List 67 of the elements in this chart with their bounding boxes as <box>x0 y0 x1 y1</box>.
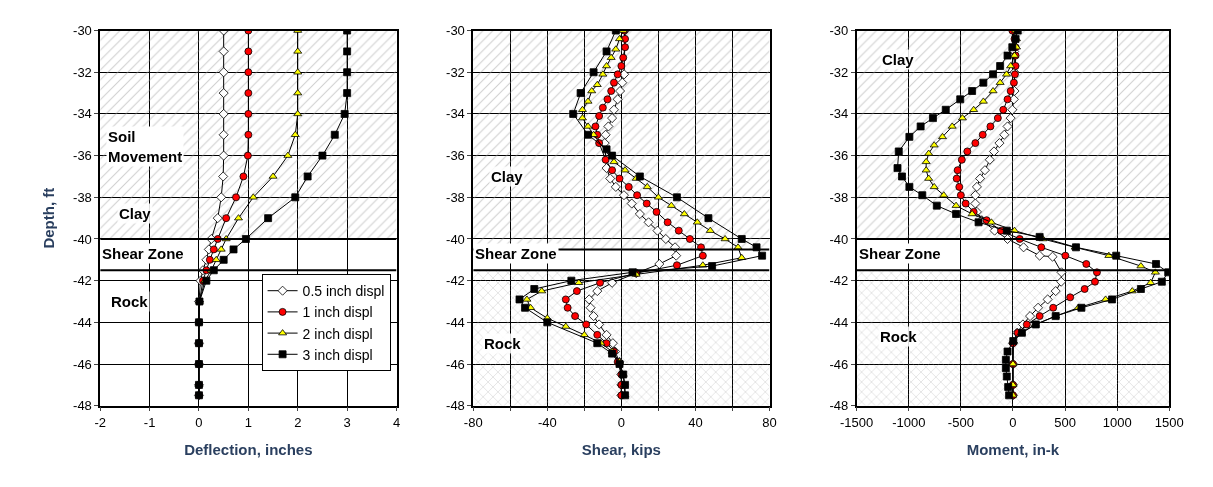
y-tick-label: -38 <box>829 189 849 205</box>
y-tick-label: -36 <box>446 148 465 164</box>
annotation: Soil Movement <box>108 128 183 165</box>
y-tick-label: -30 <box>829 23 849 39</box>
y-tick-label: -42 <box>829 273 849 289</box>
x-tick-label: -2 <box>94 415 106 431</box>
y-tick-label: -30 <box>73 23 92 39</box>
y-tick-label: -40 <box>446 231 465 247</box>
y-tick-label: -36 <box>73 148 92 164</box>
y-tick-label: -46 <box>73 356 92 372</box>
x-tick-label: 4 <box>392 415 401 431</box>
y-tick-label: -44 <box>73 314 92 330</box>
y-tick-label: -40 <box>829 231 849 247</box>
x-tick-label: -80 <box>463 415 483 431</box>
x-tick-label: -500 <box>947 415 974 431</box>
y-tick-label: -34 <box>73 106 92 122</box>
x-tick-label: 80 <box>762 415 777 431</box>
y-tick-label: -44 <box>446 314 465 330</box>
x-tick-label: 0 <box>617 415 625 431</box>
y-tick-label: -48 <box>73 398 92 414</box>
annotation: Rock <box>484 335 522 352</box>
y-tick-label: -32 <box>446 64 465 80</box>
annotation: Clay <box>491 168 524 185</box>
annotation: Shear Zone <box>475 245 557 262</box>
y-tick-label: -36 <box>829 148 849 164</box>
x-tick-label: 0 <box>1009 415 1017 431</box>
y-tick-label: -42 <box>73 273 92 289</box>
annotation: Shear Zone <box>102 245 184 262</box>
annotation: Rock <box>111 293 149 310</box>
x-axis-title: Moment, in-k <box>966 440 1060 458</box>
x-tick-label: 1000 <box>1102 415 1132 431</box>
y-tick-label: -32 <box>829 64 849 80</box>
y-axis-title: Depth, ft <box>39 187 57 249</box>
annotation: Clay <box>882 51 915 68</box>
legend-label: 0.5 inch displ <box>302 283 385 300</box>
x-tick-label: -40 <box>537 415 557 431</box>
x-tick-label: 40 <box>688 415 703 431</box>
y-tick-label: -44 <box>829 314 849 330</box>
x-tick-label: 1500 <box>1154 415 1184 431</box>
annotation: Clay <box>119 205 152 222</box>
x-axis-title: Deflection, inches <box>184 440 313 458</box>
y-tick-label: -48 <box>446 398 465 414</box>
x-tick-label: 1 <box>244 415 252 431</box>
legend-label: 1 inch displ <box>302 304 373 321</box>
annotation: Shear Zone <box>859 245 941 262</box>
x-tick-label: 3 <box>343 415 351 431</box>
x-tick-label: 0 <box>195 415 203 431</box>
y-tick-label: -34 <box>829 106 849 122</box>
legend-label: 3 inch displ <box>302 346 373 363</box>
x-tick-label: -1000 <box>892 415 926 431</box>
y-tick-label: -30 <box>446 23 465 39</box>
y-tick-label: -40 <box>73 231 92 247</box>
x-axis-title: Shear, kips <box>581 440 661 458</box>
x-tick-label: 500 <box>1054 415 1076 431</box>
y-tick-label: -46 <box>446 356 465 372</box>
y-tick-label: -32 <box>73 64 92 80</box>
y-tick-label: -34 <box>446 106 465 122</box>
y-tick-label: -42 <box>446 273 465 289</box>
x-tick-label: -1500 <box>840 415 874 431</box>
y-tick-label: -38 <box>73 189 92 205</box>
annotation: Rock <box>880 328 918 345</box>
x-tick-label: -1 <box>143 415 156 431</box>
legend-label: 2 inch displ <box>302 325 373 342</box>
y-tick-label: -48 <box>829 398 849 414</box>
y-tick-label: -38 <box>446 189 465 205</box>
x-tick-label: 2 <box>294 415 302 431</box>
y-tick-label: -46 <box>829 356 849 372</box>
